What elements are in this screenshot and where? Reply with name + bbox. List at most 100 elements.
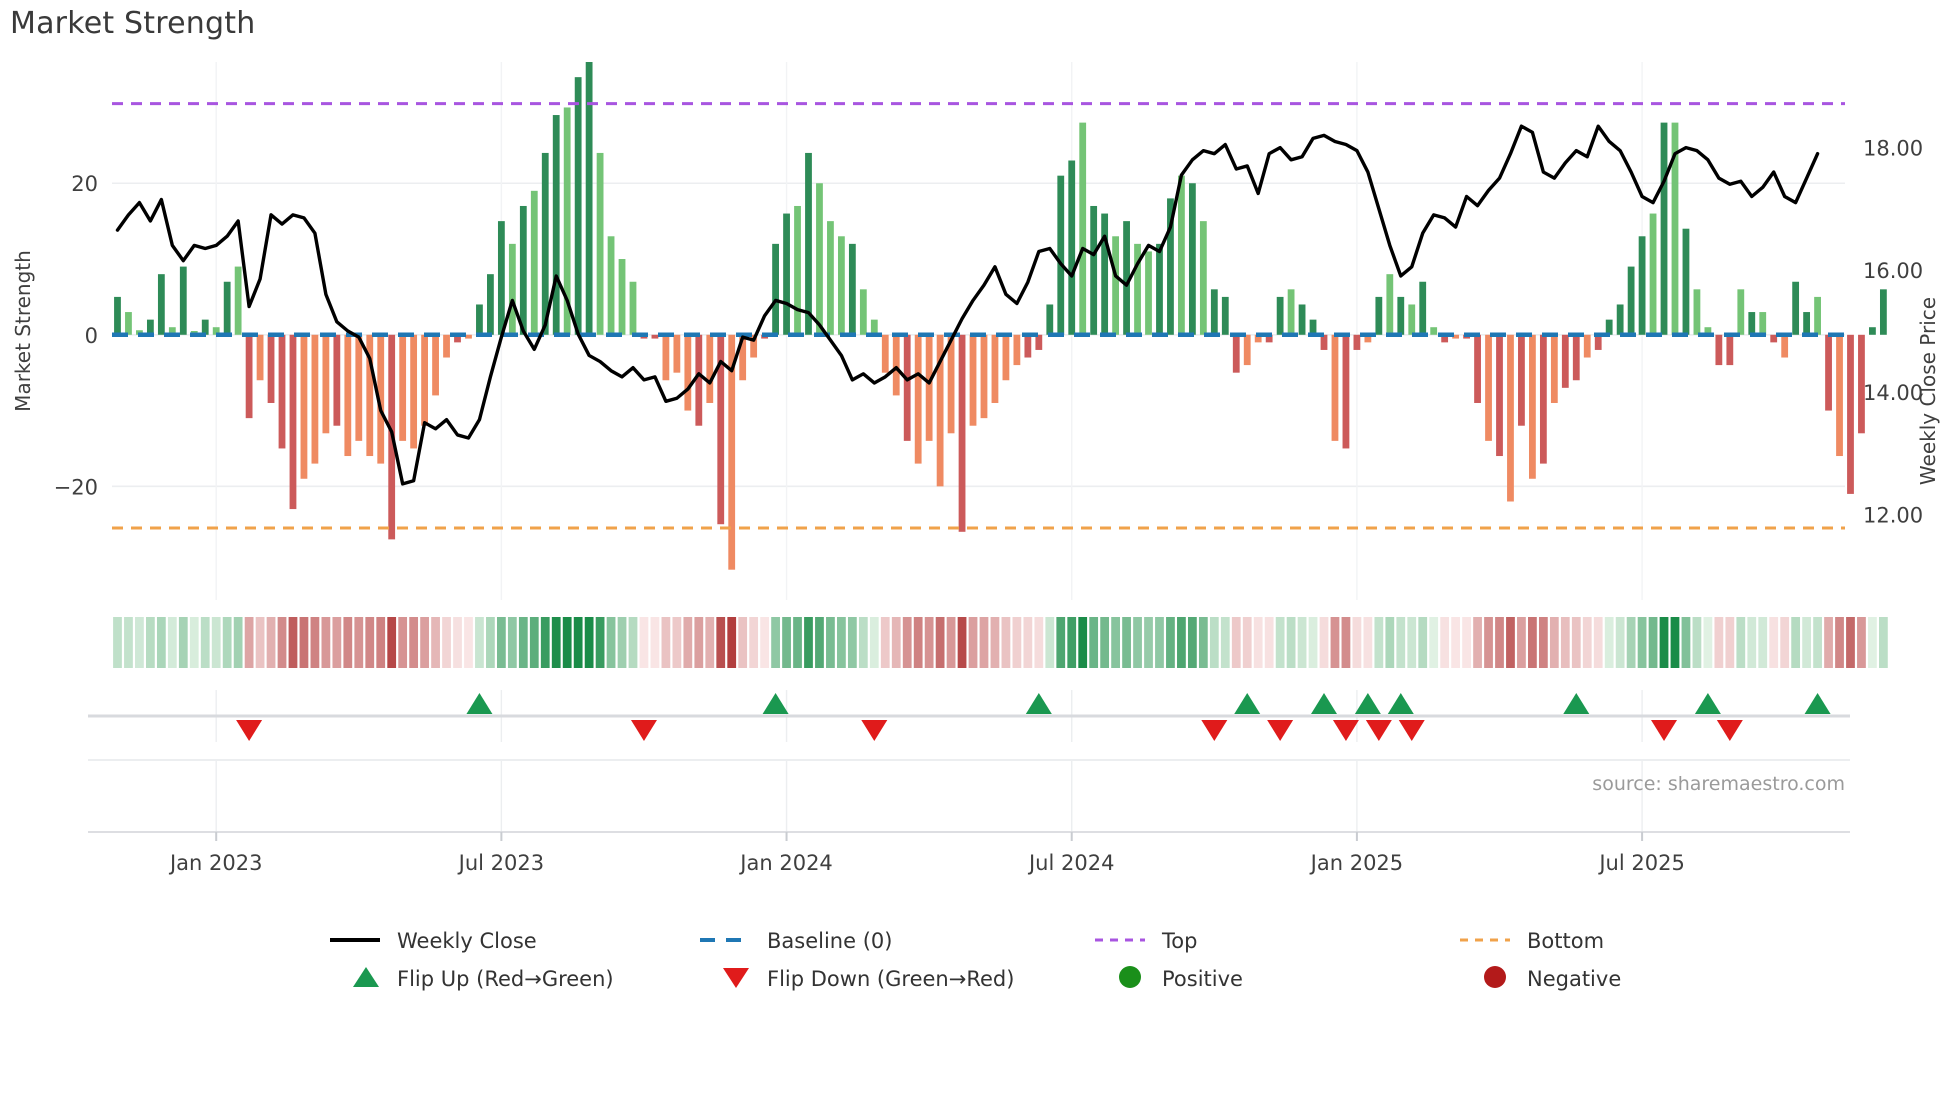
heatmap-cell [1198, 617, 1208, 668]
heatmap-cell [990, 617, 1000, 668]
heatmap-cell [1747, 617, 1757, 668]
strength-bar [454, 334, 461, 343]
strength-bar [651, 334, 659, 339]
weekly-close-line-layer [115, 124, 1820, 486]
strength-bar [157, 274, 165, 335]
strength-bar [1309, 319, 1317, 335]
strength-bar [1869, 327, 1876, 335]
heatmap-cell [1868, 617, 1877, 668]
legend-item-weekly-close[interactable]: Weekly Close [330, 929, 537, 953]
legend-item-bottom[interactable]: Bottom [1460, 929, 1604, 953]
flip-up-marker [1354, 693, 1381, 714]
heatmap-cell [826, 617, 835, 668]
heatmap-cell [475, 617, 484, 668]
right-axis-tick: 18.00 [1863, 137, 1923, 161]
strength-bar [1518, 334, 1525, 426]
strength-bar [366, 334, 374, 457]
strength-bar [399, 334, 407, 441]
axes-layer: 20 0 −20 Market Strength 18.00 16.00 14.00 12.0… [11, 137, 1940, 875]
flip-up-marker [1311, 693, 1338, 714]
strength-bar [1013, 334, 1021, 366]
flip-down-marker [1716, 720, 1743, 741]
strength-bar [1627, 266, 1635, 335]
strength-bar [1024, 334, 1032, 358]
heatmap-cell [1078, 617, 1088, 668]
heatmap-cell [1593, 617, 1603, 668]
strength-bar [1858, 334, 1865, 434]
strength-bar [706, 334, 714, 403]
strength-bar [1156, 243, 1163, 335]
heatmap-cell [1582, 617, 1592, 668]
heatmap-cell [1429, 617, 1439, 668]
flip-up-marker [1025, 693, 1052, 714]
strength-bar [1090, 205, 1098, 335]
heatmap-cell [1692, 617, 1702, 668]
strength-bar [1649, 213, 1657, 335]
legend-item-positive[interactable]: Positive [1119, 966, 1243, 991]
flip-down-marker [1267, 720, 1294, 741]
heatmap-cell [431, 617, 440, 668]
heatmap-cell [1648, 617, 1658, 668]
heatmap-cell [573, 617, 583, 668]
heatmap-cell [639, 617, 649, 668]
strength-bar [201, 319, 209, 335]
heatmap-cell [529, 617, 539, 668]
strength-bar [739, 334, 747, 381]
heatmap-cell [1517, 617, 1526, 668]
heatmap-cell [804, 617, 813, 668]
strength-bar [1298, 304, 1306, 335]
strength-bar [300, 334, 308, 479]
heatmap-cell [343, 617, 353, 668]
strength-bar [1287, 289, 1295, 335]
strength-bar [377, 334, 385, 464]
heatmap-cell [1023, 617, 1033, 668]
legend-item-top[interactable]: Top [1095, 929, 1197, 953]
legend-item-negative[interactable]: Negative [1484, 966, 1621, 991]
heatmap-cell [1670, 617, 1680, 668]
heatmap-cell [486, 617, 495, 668]
legend-item-flip-up[interactable]: Flip Up (Red→Green) [353, 967, 614, 991]
strength-bar [1726, 334, 1734, 366]
flip-up-marker [1234, 693, 1261, 714]
flip-up-marker [466, 693, 493, 714]
heatmap-cell [354, 617, 364, 668]
right-axis-label: Weekly Close Price [1916, 297, 1940, 485]
legend-item-flip-down[interactable]: Flip Down (Green→Red) [723, 967, 1014, 991]
heatmap-cell [957, 617, 967, 668]
heatmap-cell [1725, 617, 1735, 668]
heatmap-cell [211, 617, 221, 668]
strength-bar [497, 221, 505, 335]
heatmap-cell [1012, 617, 1022, 668]
strength-bar [772, 243, 779, 335]
strength-bar [1781, 334, 1789, 358]
strength-bar [1496, 334, 1503, 457]
heatmap-cell [1484, 617, 1493, 668]
heatmap-cell [1681, 617, 1691, 668]
heatmap-cell [1231, 617, 1241, 668]
heatmap-cell [1067, 617, 1077, 668]
heatmap-cell [551, 617, 561, 668]
heatmap-cell [1626, 617, 1636, 668]
strength-bar [1276, 296, 1284, 335]
heatmap-cell [442, 617, 451, 668]
strength-bar [837, 236, 845, 335]
heatmap-cell [1001, 617, 1011, 668]
heatmap-cell [661, 617, 671, 668]
heatmap-cell [1506, 617, 1515, 668]
strength-bar [618, 259, 626, 335]
strength-bar [212, 327, 220, 335]
strength-bar [827, 221, 834, 335]
strength-bar [1232, 334, 1240, 373]
strength-bar [1529, 334, 1536, 479]
legend-item-baseline[interactable]: Baseline (0) [700, 929, 892, 953]
strength-bar [1583, 334, 1591, 358]
strength-bar [1178, 175, 1185, 335]
heatmap-cell [1045, 617, 1055, 668]
heatmap-cell [1089, 617, 1099, 668]
heatmap-cell [1352, 617, 1362, 668]
strength-bar [322, 334, 330, 434]
heatmap-cell [464, 617, 473, 668]
strength-bar [662, 334, 670, 381]
heatmap-cell [1100, 617, 1110, 668]
heatmap-cell [617, 617, 627, 668]
